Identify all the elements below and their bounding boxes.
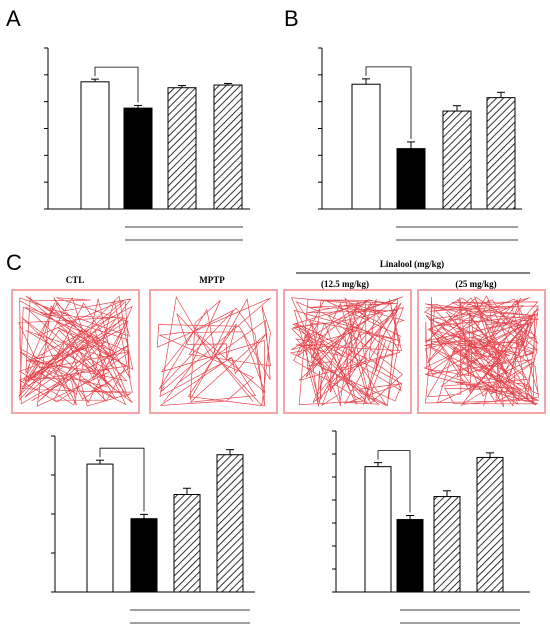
chart-1-bar-1 (396, 148, 426, 210)
chart-0-bar-0 (80, 81, 110, 210)
latency-to-fall-chart (318, 47, 522, 241)
chart-0-bar-1 (123, 107, 153, 210)
chart-3-bracket (377, 450, 411, 513)
total-distance-chart (51, 435, 255, 624)
tracking-title-mptp: MPTP (199, 275, 225, 285)
chart-0-bar-2 (167, 87, 197, 210)
chart-0-bracket (94, 66, 139, 103)
tracking-path-1 (156, 296, 271, 407)
tracking-path-0 (18, 295, 134, 407)
chart-1-bracket (365, 66, 412, 139)
chart-2-bar-1 (130, 518, 158, 593)
chart-2-bar-0 (86, 463, 114, 593)
chart-2-bar-2 (173, 494, 201, 593)
tracking-group-label: Linalool (mg/kg) (380, 259, 444, 269)
tracking-path-3 (423, 295, 539, 407)
chart-1-bar-0 (351, 83, 381, 210)
chart-2-bracket (99, 447, 145, 512)
grip-strength-chart (44, 47, 250, 241)
panel-label-b: B (284, 6, 299, 31)
panel-label-a: A (6, 6, 21, 31)
tracking-title-linalool-12-5: (12.5 mg/kg) (321, 279, 369, 289)
chart-3-bar-3 (476, 456, 504, 593)
chart-3-bar-2 (433, 496, 461, 593)
chart-3-bar-0 (364, 466, 392, 593)
tracking-path-2 (289, 296, 405, 407)
chart-0-bar-3 (213, 84, 243, 210)
chart-1-bar-3 (486, 97, 516, 210)
tracking-title-ctl: CTL (66, 275, 85, 285)
mean-velocity-chart (332, 430, 530, 624)
chart-1-bar-2 (442, 110, 472, 210)
chart-3-bar-1 (396, 519, 424, 593)
chart-2-bar-3 (216, 454, 244, 593)
tracking-title-linalool-25: (25 mg/kg) (455, 279, 496, 289)
open-field-tracking-panel: CTL MPTP (12.5 mg/kg) (25 mg/kg) Linaloo… (11, 259, 546, 414)
panel-label-c: C (6, 250, 22, 275)
